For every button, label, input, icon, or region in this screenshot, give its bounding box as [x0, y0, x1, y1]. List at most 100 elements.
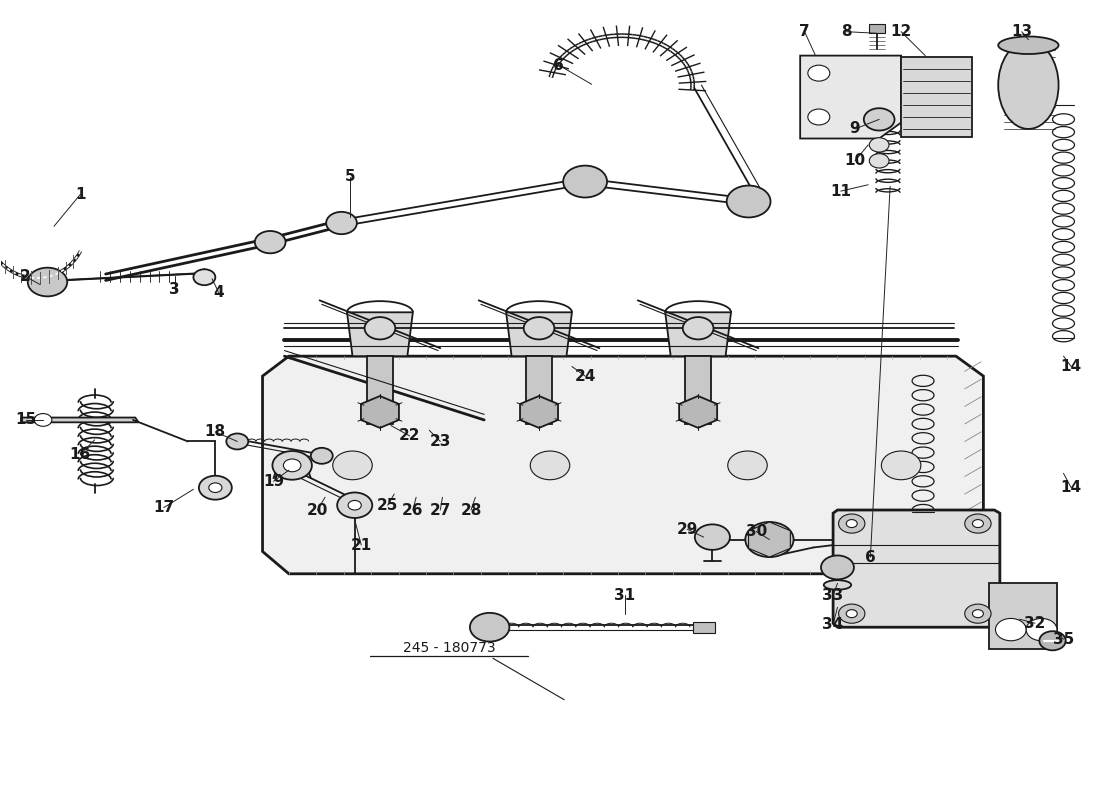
- Circle shape: [255, 231, 286, 254]
- Text: 17: 17: [153, 500, 174, 515]
- Ellipse shape: [998, 42, 1058, 129]
- Circle shape: [194, 270, 216, 285]
- Circle shape: [869, 154, 889, 168]
- Circle shape: [284, 459, 301, 472]
- Circle shape: [1040, 631, 1066, 650]
- Text: 11: 11: [830, 184, 851, 198]
- Circle shape: [1026, 618, 1057, 641]
- Circle shape: [965, 514, 991, 533]
- Text: 33: 33: [823, 588, 844, 603]
- Circle shape: [34, 414, 52, 426]
- Text: 2: 2: [20, 269, 31, 284]
- Bar: [989, 583, 1057, 649]
- Text: 28: 28: [460, 502, 482, 518]
- Circle shape: [28, 268, 67, 296]
- Bar: [869, 24, 884, 34]
- Text: 32: 32: [1024, 616, 1046, 630]
- Circle shape: [530, 451, 570, 480]
- Text: 25: 25: [377, 498, 398, 513]
- Circle shape: [337, 493, 372, 518]
- Text: 24: 24: [574, 369, 596, 383]
- Ellipse shape: [998, 37, 1058, 54]
- Circle shape: [470, 613, 509, 642]
- Circle shape: [563, 166, 607, 198]
- Text: 6: 6: [553, 58, 564, 73]
- Text: 21: 21: [351, 538, 372, 553]
- Circle shape: [273, 451, 312, 480]
- Circle shape: [524, 317, 554, 339]
- Circle shape: [728, 451, 768, 480]
- Text: 14: 14: [1060, 480, 1081, 495]
- Bar: [901, 57, 972, 137]
- Circle shape: [838, 514, 865, 533]
- Polygon shape: [748, 522, 790, 557]
- Circle shape: [327, 212, 356, 234]
- Text: 35: 35: [1053, 632, 1074, 646]
- Text: 13: 13: [1011, 24, 1033, 39]
- Text: 1: 1: [75, 187, 86, 202]
- Text: 5: 5: [345, 170, 355, 184]
- Text: 7: 7: [800, 24, 810, 39]
- Text: 27: 27: [430, 502, 451, 518]
- Circle shape: [864, 108, 894, 130]
- Text: 23: 23: [430, 434, 451, 449]
- Text: 30: 30: [746, 524, 767, 539]
- Circle shape: [746, 522, 793, 557]
- Circle shape: [348, 501, 361, 510]
- Text: 15: 15: [15, 413, 36, 427]
- Text: 14: 14: [1060, 359, 1081, 374]
- Circle shape: [807, 65, 829, 81]
- Text: 26: 26: [403, 502, 424, 518]
- Text: 245 - 180773: 245 - 180773: [403, 641, 495, 655]
- Polygon shape: [520, 396, 558, 428]
- Text: 16: 16: [69, 446, 91, 462]
- Circle shape: [807, 109, 829, 125]
- Circle shape: [972, 610, 983, 618]
- Circle shape: [311, 448, 332, 464]
- Polygon shape: [346, 312, 412, 356]
- Polygon shape: [361, 396, 399, 428]
- Polygon shape: [666, 312, 732, 356]
- Circle shape: [846, 519, 857, 527]
- Bar: [366, 356, 393, 424]
- Text: 10: 10: [845, 154, 866, 168]
- Polygon shape: [679, 396, 717, 428]
- Polygon shape: [506, 312, 572, 356]
- Circle shape: [821, 555, 854, 579]
- Circle shape: [209, 483, 222, 493]
- Bar: [693, 622, 715, 633]
- Circle shape: [846, 610, 857, 618]
- Text: 4: 4: [213, 285, 224, 300]
- Circle shape: [869, 138, 889, 152]
- Text: 6: 6: [865, 550, 876, 565]
- Polygon shape: [21, 418, 139, 422]
- Bar: [685, 356, 712, 424]
- Text: 31: 31: [614, 588, 635, 603]
- Circle shape: [199, 476, 232, 500]
- Circle shape: [332, 451, 372, 480]
- Circle shape: [683, 317, 714, 339]
- Circle shape: [227, 434, 249, 450]
- Text: 8: 8: [840, 24, 851, 39]
- Text: 19: 19: [263, 474, 284, 489]
- Text: 20: 20: [307, 502, 328, 518]
- Ellipse shape: [824, 580, 851, 590]
- Circle shape: [881, 451, 921, 480]
- Circle shape: [965, 604, 991, 623]
- Circle shape: [695, 524, 730, 550]
- Text: 3: 3: [169, 282, 180, 298]
- Circle shape: [972, 519, 983, 527]
- Text: 18: 18: [205, 424, 225, 439]
- Circle shape: [364, 317, 395, 339]
- Text: 9: 9: [849, 122, 860, 137]
- Circle shape: [727, 186, 770, 218]
- Polygon shape: [263, 356, 983, 574]
- Circle shape: [838, 604, 865, 623]
- Circle shape: [996, 618, 1026, 641]
- Text: 29: 29: [676, 522, 697, 537]
- Text: 34: 34: [823, 618, 844, 632]
- Text: 12: 12: [891, 24, 912, 39]
- Text: 22: 22: [399, 428, 420, 443]
- Polygon shape: [800, 56, 901, 138]
- Polygon shape: [833, 510, 1000, 627]
